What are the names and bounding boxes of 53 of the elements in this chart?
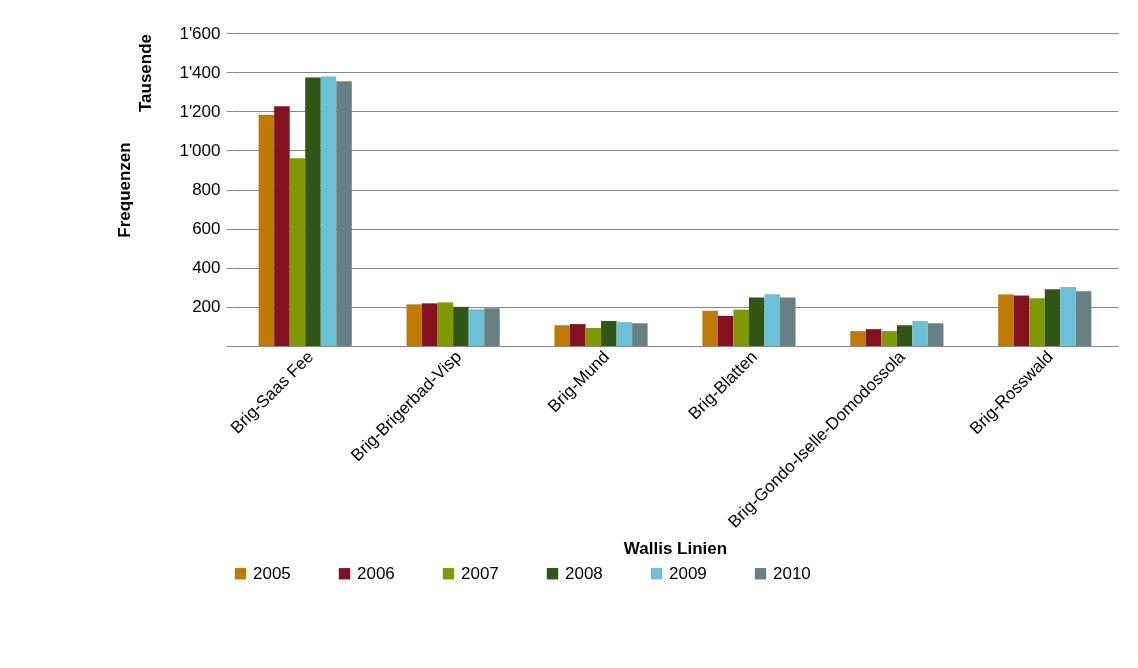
- bar: [422, 303, 438, 346]
- y-tick-label: 200: [192, 297, 221, 317]
- bar: [1013, 295, 1030, 346]
- bar: [927, 323, 944, 346]
- bar: [748, 297, 765, 346]
- legend-label: 2010: [773, 563, 811, 583]
- bar: [320, 76, 337, 346]
- y-tick-label: 800: [192, 180, 221, 199]
- bar: [1044, 289, 1061, 346]
- bar: [1060, 286, 1076, 346]
- bar: [998, 294, 1014, 346]
- y-tick-label: 1'000: [179, 140, 221, 160]
- bar: [881, 331, 897, 346]
- legend-label: 2008: [565, 563, 603, 583]
- y-tick-label: 1'600: [179, 23, 221, 43]
- bar: [733, 309, 749, 346]
- y-tick-label: 1'200: [179, 101, 221, 121]
- y-tick-label: 400: [192, 258, 221, 278]
- legend-label: 2005: [253, 563, 291, 583]
- bar: [453, 306, 469, 346]
- y-tick-label: 1'400: [179, 62, 221, 82]
- bar: [406, 304, 423, 346]
- bar: [258, 114, 275, 346]
- bar: [601, 320, 617, 346]
- bar: [274, 106, 290, 346]
- text: Tausende: [136, 33, 155, 113]
- bar: [554, 325, 570, 346]
- bar: [702, 310, 718, 346]
- bar: [632, 323, 648, 346]
- bar: [1029, 298, 1045, 346]
- legend-label: 2007: [461, 563, 499, 583]
- bar: [569, 324, 586, 346]
- legend-label: 2006: [357, 563, 395, 583]
- bar: [850, 331, 866, 346]
- y-axis-title: Frequenzen: [115, 142, 135, 238]
- bar: [896, 325, 913, 346]
- bar: [780, 297, 796, 346]
- y-tick-label: 600: [192, 219, 221, 239]
- bar: [616, 322, 633, 346]
- bar: [865, 329, 882, 346]
- bar: [468, 309, 485, 346]
- x-axis-title: Wallis Linien: [623, 538, 728, 558]
- bar: [764, 294, 781, 346]
- bar: [437, 302, 454, 346]
- bar: [1075, 291, 1092, 346]
- bar: [305, 77, 321, 346]
- bar: [336, 81, 352, 346]
- bar: [912, 320, 928, 346]
- legend-label: 2009: [669, 563, 707, 583]
- bar: [585, 328, 602, 346]
- bar: [484, 308, 500, 346]
- bar: [289, 158, 306, 346]
- bar: [717, 315, 734, 346]
